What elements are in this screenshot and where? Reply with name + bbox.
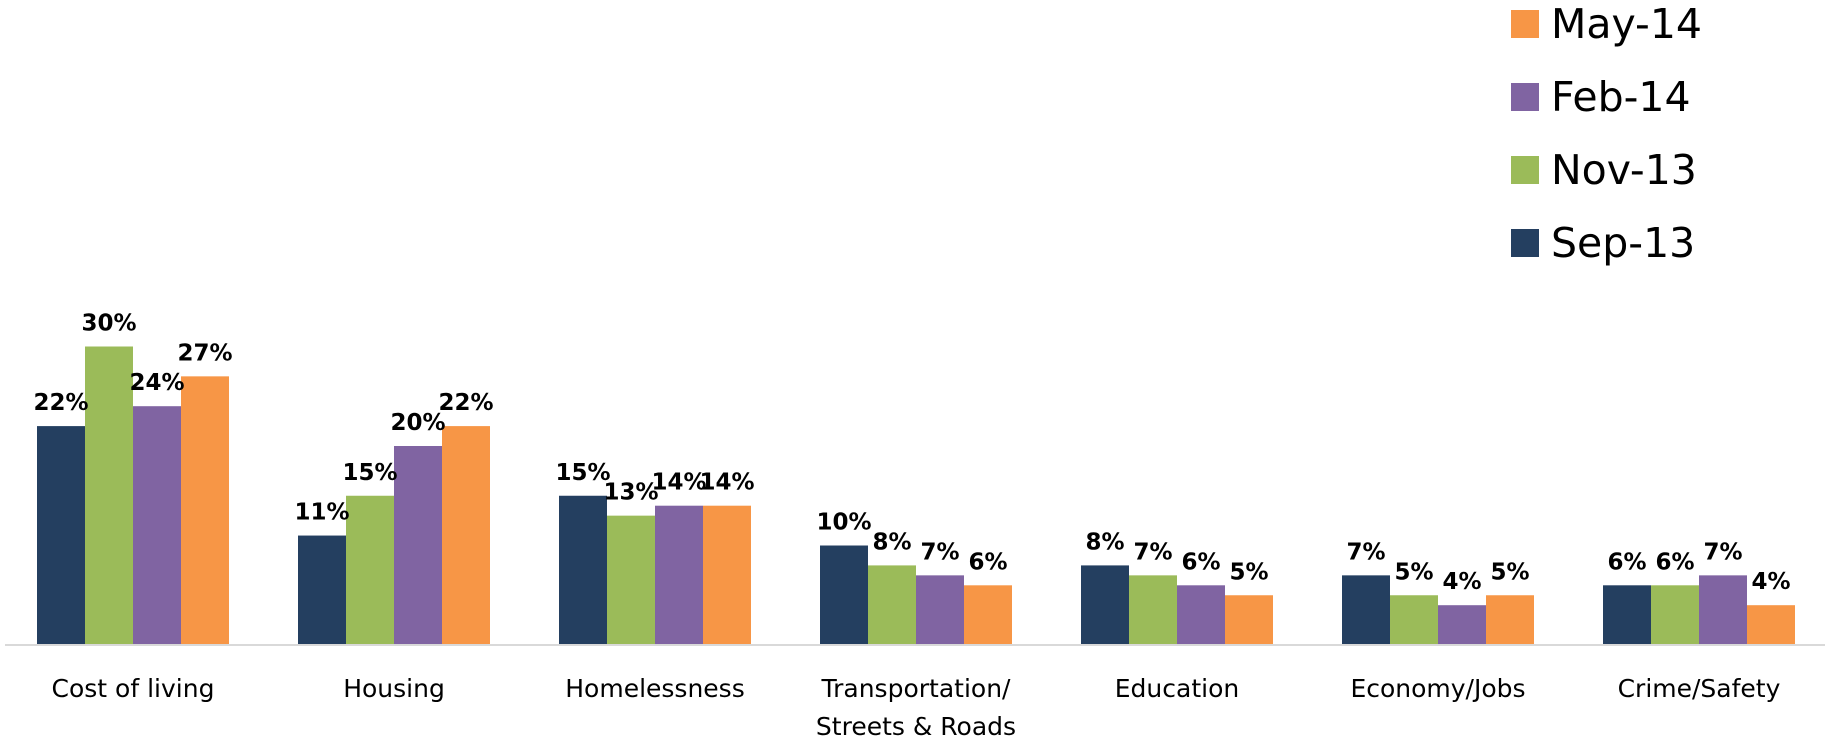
bar-may-14-1 [442,426,490,645]
value-label: 20% [390,410,445,436]
bar-feb-14-2 [655,505,703,645]
value-label: 4% [1751,569,1790,595]
bar-nov-13-6 [1651,585,1699,645]
value-label: 7% [1133,539,1172,565]
legend-swatch-nov-13 [1511,156,1539,184]
legend-swatch-sep-13 [1511,229,1539,257]
legend-label: Feb-14 [1551,73,1691,121]
value-label: 27% [177,340,232,366]
legend-label: Sep-13 [1551,219,1695,267]
legend-swatch-may-14 [1511,10,1539,38]
bars-group [37,346,1795,645]
bar-feb-14-4 [1177,585,1225,645]
category-label: Education [1115,674,1239,703]
value-label: 7% [1703,539,1742,565]
value-label: 30% [81,311,136,337]
value-label: 4% [1442,569,1481,595]
bar-sep-13-1 [298,535,346,645]
bar-nov-13-0 [85,346,133,645]
value-label: 6% [1607,549,1646,575]
bar-sep-13-0 [37,426,85,645]
category-label: Crime/Safety [1618,674,1781,703]
value-label: 8% [1085,529,1124,555]
value-labels-group: 22%30%24%27%11%15%20%22%15%13%14%14%10%8… [33,311,1790,596]
value-label: 14% [699,470,754,496]
value-label: 10% [816,510,871,536]
bar-nov-13-2 [607,515,655,645]
bar-sep-13-5 [1342,575,1390,645]
value-label: 14% [651,470,706,496]
category-label: Housing [343,674,445,703]
value-label: 15% [342,460,397,486]
bar-may-14-3 [964,585,1012,645]
value-label: 7% [920,539,959,565]
bar-sep-13-2 [559,495,607,645]
value-label: 6% [968,549,1007,575]
value-label: 6% [1181,549,1220,575]
value-label: 8% [872,529,911,555]
value-label: 6% [1655,549,1694,575]
bar-may-14-0 [181,376,229,645]
bar-nov-13-1 [346,495,394,645]
category-label: Homelessness [565,674,744,703]
value-label: 7% [1346,539,1385,565]
value-label: 15% [555,460,610,486]
value-label: 5% [1229,559,1268,585]
bar-sep-13-3 [820,545,868,645]
bar-nov-13-5 [1390,595,1438,645]
bar-may-14-2 [703,505,751,645]
bar-may-14-6 [1747,605,1795,645]
bar-nov-13-4 [1129,575,1177,645]
value-label: 11% [294,500,349,526]
bar-nov-13-3 [868,565,916,645]
value-label: 5% [1394,559,1433,585]
bar-sep-13-4 [1081,565,1129,645]
category-label: Transportation/Streets & Roads [816,674,1016,741]
value-label: 22% [438,390,493,416]
category-label: Economy/Jobs [1350,674,1525,703]
value-label: 22% [33,390,88,416]
bar-may-14-5 [1486,595,1534,645]
bar-feb-14-6 [1699,575,1747,645]
category-labels-group: Cost of living Housing Homelessness Transpo… [52,674,1781,741]
legend-swatch-feb-14 [1511,83,1539,111]
category-label: Cost of living [52,674,215,703]
value-label: 13% [603,480,658,506]
legend: May-14 Feb-14 Nov-13 Sep-13 [1511,0,1702,267]
bar-feb-14-5 [1438,605,1486,645]
value-label: 5% [1490,559,1529,585]
value-label: 24% [129,370,184,396]
bar-feb-14-3 [916,575,964,645]
bar-feb-14-0 [133,406,181,645]
legend-label: Nov-13 [1551,146,1697,194]
bar-feb-14-1 [394,446,442,645]
bar-may-14-4 [1225,595,1273,645]
legend-label: May-14 [1551,0,1702,48]
bar-sep-13-6 [1603,585,1651,645]
